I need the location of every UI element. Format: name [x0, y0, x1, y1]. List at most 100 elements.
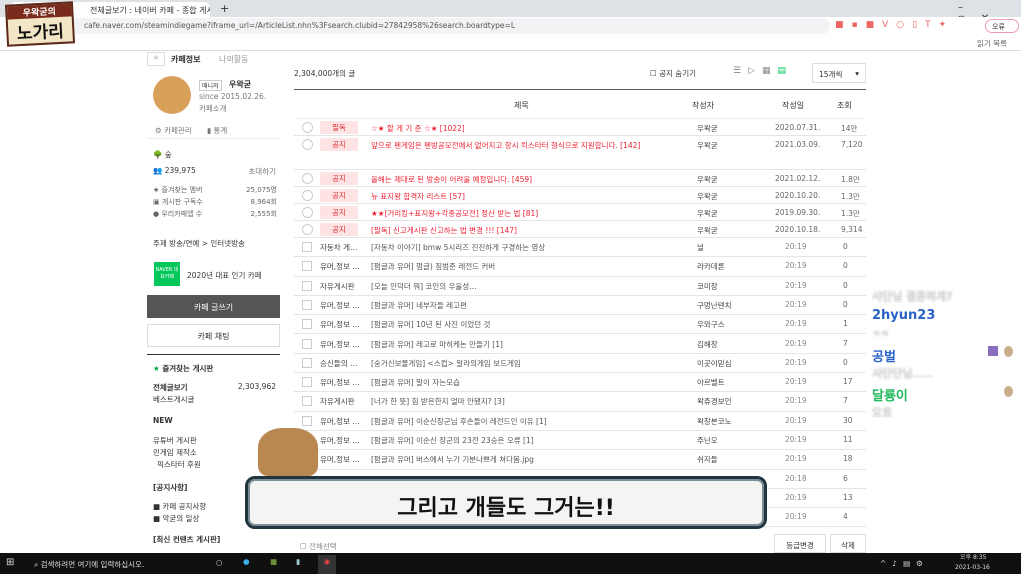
post-title[interactable]: [필독] 신고게시판 신고하는 법 변경 !!! [147]	[371, 226, 517, 235]
post-board[interactable]: 유머,정보 …	[320, 378, 360, 388]
table-row[interactable]: 자동차 게… [자동차 이야기] bmw 5시리즈 진진하게 구경하는 영상 널…	[294, 238, 866, 258]
table-row[interactable]: 유머,정보 … [펌글과 유머] 버스에서 누가 기분나쁘게 쳐다봄.jpg 쉬…	[294, 450, 866, 470]
post-title[interactable]: [자동차 이야기] bmw 5시리즈 진진하게 구경하는 영상	[371, 243, 546, 252]
cafe-manage-link[interactable]: ⚙ 카페관리	[155, 126, 192, 135]
post-author[interactable]: 왁쥬경보인	[697, 397, 732, 407]
post-author[interactable]: 왁창본코노	[697, 416, 732, 426]
notice-row[interactable]: 공지 앞으로 펜게임은 펜방공모전에서 없어지고 항시 킥스타터 형식으로 지원…	[294, 136, 866, 170]
table-row[interactable]: 유머,정보 … [펌글과 유머] 네부자들 레고편 구멍난텐치 20:19 0	[294, 296, 866, 316]
view-mode-icons[interactable]: ☰▷▦▤	[733, 66, 794, 76]
post-author[interactable]: 코미장	[697, 281, 718, 291]
notice-row[interactable]: 공지 ★★[거리킹+표지왕+각종공모전] 정산 받는 법 [81] 우왁굳 20…	[294, 204, 866, 221]
post-author[interactable]: 구멍난텐치	[697, 300, 732, 310]
post-author[interactable]: 우왁굳	[697, 141, 718, 150]
row-checkbox[interactable]	[302, 261, 312, 272]
clock-time[interactable]: 오후 8:35	[960, 554, 987, 561]
post-title[interactable]: [펌글과 유머] 말이 자는모습	[371, 378, 460, 388]
notice-row[interactable]: 필독 ☆★ 할 게 기 준 ☆★ [1022] 우왁굳 2020.07.31. …	[294, 119, 866, 136]
post-title[interactable]: ★★[거리킹+표지왕+각종공모전] 정산 받는 법 [81]	[371, 209, 539, 218]
stats-link[interactable]: ▮ 통계	[207, 126, 228, 135]
post-title[interactable]: 뉴 표지왕 합격자 리스트 [57]	[371, 192, 465, 201]
post-board[interactable]: 유머,정보 …	[320, 320, 360, 330]
post-author[interactable]: 우왁굳	[697, 226, 718, 235]
delete-button[interactable]: 삭제	[830, 534, 866, 553]
board-item[interactable]: 픽스타터 후원	[157, 460, 201, 469]
board-item[interactable]: ■ 악굳의 일상	[153, 514, 200, 523]
board-best[interactable]: 베스트게시글	[153, 395, 195, 404]
board-item[interactable]: ■ 카페 공지사항	[153, 502, 207, 511]
row-checkbox[interactable]	[302, 357, 312, 368]
grade-change-button[interactable]: 등급변경	[774, 534, 826, 553]
star-icon[interactable]: ★	[147, 52, 165, 66]
table-row[interactable]: 유머,정보 … [펌글과 유머] 말이 자는모습 아르벨트 20:19 17	[294, 373, 866, 393]
hide-notice-checkbox[interactable]: ☐ 공지 숨기기	[650, 69, 696, 78]
page-size-select[interactable]: 15개씩 ▾	[812, 63, 866, 83]
post-title[interactable]: 올해는 제대로 된 방송이 어려울 예정입니다. [459]	[371, 175, 533, 184]
post-author[interactable]: 우왁굳	[697, 175, 718, 184]
post-author[interactable]: 우왁굳	[697, 209, 718, 218]
row-checkbox[interactable]	[302, 377, 312, 388]
post-board[interactable]: 유머,정보 …	[320, 416, 360, 426]
select-all-checkbox[interactable]: ☐ 전체선택	[300, 542, 337, 551]
new-tab-button[interactable]: +	[220, 2, 230, 15]
task-view-icon[interactable]: ○	[216, 558, 223, 567]
post-title[interactable]: [오늘 인덕더 뭐] 코인의 우울성…	[371, 281, 477, 291]
post-title[interactable]: [펌글과 유머] 네부자들 레고편	[371, 300, 467, 310]
board-item[interactable]: 민게임 제작소	[153, 448, 197, 457]
table-row[interactable]: 자유게시판 [너가 한 뜻] 힘 받은한지 얼마 안됐지? [3] 왁쥬경보인 …	[294, 392, 866, 412]
cafe-write-button[interactable]: 카페 글쓰기	[147, 295, 280, 318]
url-input[interactable]: cafe.naver.com/steamindiegame?iframe_url…	[60, 18, 830, 34]
row-checkbox[interactable]	[302, 280, 312, 291]
notice-row[interactable]: 공지 [필독] 신고게시판 신고하는 법 변경 !!! [147] 우왁굳 20…	[294, 221, 866, 238]
post-title[interactable]: ☆★ 할 게 기 준 ☆★ [1022]	[371, 124, 465, 133]
post-board[interactable]: 유머,정보 …	[320, 436, 360, 445]
post-board[interactable]: 유머,정보 …	[320, 339, 360, 349]
post-title[interactable]: 앞으로 펜게임은 펜방공모전에서 없어지고 항시 킥스타터 형식으로 지원합니다…	[371, 141, 641, 150]
cafe-chat-button[interactable]: 카페 채팅	[147, 324, 280, 347]
post-title[interactable]: [펌글과 유머] 펌글) 짐범준 레전드 커버	[371, 262, 496, 272]
app-icon[interactable]: ▮	[296, 557, 301, 566]
post-board[interactable]: 유머,정보 …	[320, 300, 360, 310]
post-board[interactable]: 자동차 게…	[320, 243, 358, 252]
table-row[interactable]: 유머,정보 … [펌글과 유머] 10년 된 사진 이었던 것 우와구스 20:…	[294, 315, 866, 335]
extension-icons[interactable]: ■▪■V○▯T✦	[835, 20, 955, 30]
row-checkbox[interactable]	[302, 242, 312, 252]
post-title[interactable]: [펌글과 유머] 레고로 마히케논 만들기 [1]	[371, 339, 503, 349]
manager-name[interactable]: 우왁굳	[229, 80, 252, 89]
minecraft-icon[interactable]: ■	[270, 557, 278, 566]
chrome-icon[interactable]: ◉	[318, 555, 336, 574]
post-title[interactable]: [펌글과 유머] 이순신장군님 후손들이 레전드인 이유 [1]	[371, 416, 547, 426]
post-author[interactable]: 라카데론	[697, 262, 725, 272]
post-title[interactable]: [숭거신보물게임] <스컵> 알라의게임 보드게임	[371, 358, 521, 368]
post-author[interactable]: 널	[697, 243, 704, 252]
notice-row[interactable]: 공지 뉴 표지왕 합격자 리스트 [57] 우왁굳 2020.10.20. 1.…	[294, 187, 866, 204]
row-checkbox[interactable]	[302, 396, 312, 407]
post-author[interactable]: 쉬자들	[697, 455, 718, 465]
reading-list[interactable]: 읽기 목록	[977, 39, 1007, 48]
post-author[interactable]: 주닌오	[697, 436, 718, 445]
table-row[interactable]: 자유게시판 [오늘 인덕더 뭐] 코인의 우울성… 코미장 20:19 0	[294, 277, 866, 296]
post-board[interactable]: 자유게시판	[320, 281, 355, 291]
post-board[interactable]: 유머,정보 …	[320, 262, 360, 272]
tray-icons[interactable]: ^♪▤⚙	[880, 559, 929, 568]
favorite-boards[interactable]: ★ 즐겨찾는 게시판	[153, 363, 213, 374]
post-author[interactable]: 우왁굳	[697, 124, 718, 133]
post-author[interactable]: 우왁굳	[697, 192, 718, 201]
board-item[interactable]: 유튜버 게시판	[153, 436, 197, 445]
tab-cafe-info[interactable]: 카페정보	[171, 55, 201, 64]
post-author[interactable]: 김해창	[697, 339, 718, 349]
post-title[interactable]: [펌글과 유머] 이순신 장군의 23전 23승은 오류 [1]	[371, 436, 534, 445]
invite-link[interactable]: 초대하기	[248, 167, 276, 176]
taskbar-search-input[interactable]: ⌕ 검색하려면 여기에 입력하십시오.	[26, 553, 206, 574]
post-title[interactable]: [펌글과 유머] 버스에서 누가 기분나쁘게 쳐다봄.jpg	[371, 455, 534, 465]
profile-button[interactable]: 오류	[985, 19, 1019, 33]
post-author[interactable]: 이곳이믿심	[697, 358, 732, 368]
post-author[interactable]: 아르벨트	[697, 378, 725, 388]
notice-row[interactable]: 공지 올해는 제대로 된 방송이 어려울 예정입니다. [459] 우왁굳 20…	[294, 170, 866, 187]
post-title[interactable]: [펌글과 유머] 10년 된 사진 이었던 것	[371, 320, 491, 330]
windows-start-icon[interactable]: ⊞	[6, 557, 15, 568]
board-all-posts[interactable]: 전체글보기	[153, 383, 188, 392]
post-author[interactable]: 우와구스	[697, 320, 725, 330]
clock-date[interactable]: 2021-03-16	[955, 564, 990, 571]
edge-icon[interactable]: ●	[243, 557, 250, 566]
